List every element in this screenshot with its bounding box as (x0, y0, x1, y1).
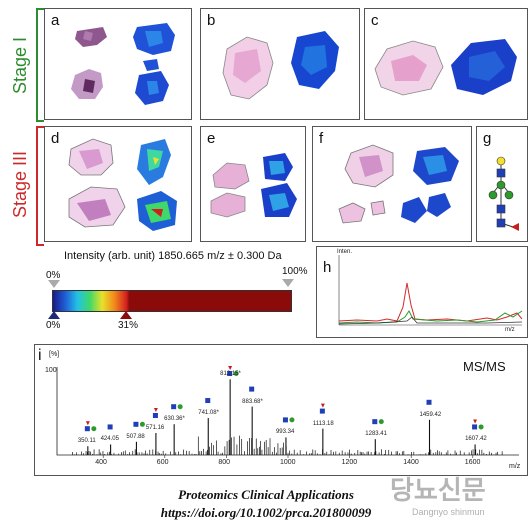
msms-y-unit: [%] (49, 351, 60, 358)
msms-x-unit: m/z (509, 463, 521, 470)
panel-f-label: f (319, 130, 324, 147)
colorbar-bottom-31-marker (120, 311, 132, 319)
msms-peak-label: 630.36* (164, 416, 185, 423)
panel-c-tissue-image (374, 39, 517, 96)
journal-name: Proteomics Clinical Applications (178, 487, 354, 502)
msms-glycan-glyph (205, 398, 211, 404)
msms-peak-label: 741.08* (198, 410, 219, 417)
panel-i: i MS/MS [%] 100 m/z 400 600 800 1000 1200 140… (34, 344, 528, 476)
msms-peak-label: 1283.41 (365, 431, 387, 438)
msms-peak-label: 993.34 (275, 429, 295, 436)
panel-c-label: c (371, 12, 379, 29)
panel-e: e (200, 126, 306, 242)
msms-peak-label: 1607.42 (465, 436, 487, 443)
stage-iii-label: Stage III (10, 150, 30, 218)
msms-x-tick-label: 1400 (403, 459, 419, 466)
watermark-title: 당뇨신문 (390, 476, 486, 506)
colorbar-right-top-marker (282, 279, 294, 287)
msms-glycan-glyph (107, 424, 113, 430)
msms-peak-label: 883.68* (242, 398, 263, 405)
msms-x-tick-label: 600 (156, 459, 169, 466)
msms-x-tick-label: 1000 (280, 459, 296, 466)
msms-x-tick-label: 1200 (341, 459, 358, 466)
msms-glycan-glyph (227, 366, 239, 376)
msms-peak-label: 812.15* (220, 371, 241, 378)
panel-h-x-label: m/z (505, 327, 515, 333)
colorbar-bottom-marker-pct: 31% (118, 320, 139, 331)
msms-glycan-glyph (472, 419, 484, 430)
msms-y-max: 100 (45, 367, 57, 374)
colorbar-bottom-left-marker (48, 311, 60, 319)
panel-g: g (476, 126, 528, 242)
panel-d-label: d (51, 130, 60, 147)
msms-peak-label: 1113.18 (312, 420, 334, 427)
msms-x-tick-label: 400 (95, 459, 107, 466)
colorbar-bottom-left-pct: 0% (46, 320, 61, 331)
panel-e-tissue-image (210, 153, 297, 218)
msms-glycan-glyph (84, 421, 97, 432)
msms-glycan-glyph (171, 404, 183, 410)
msms-peak-label: 350.11 (77, 438, 96, 445)
msms-peak-label: 507.88 (126, 433, 145, 440)
colorbar-left-pct: 0% (46, 270, 61, 281)
panel-f: f (312, 126, 472, 242)
panel-h-spectrum (338, 255, 523, 326)
msms-x-tick-label: 800 (218, 459, 231, 466)
msms-peak-label: 424.05 (100, 436, 119, 443)
panel-a: a (44, 8, 192, 120)
msms-glycan-glyph (319, 403, 325, 414)
doi-link[interactable]: https://doi.org/10.1002/prca.201800099 (160, 505, 372, 520)
stage-i-label: Stage I (10, 36, 30, 94)
msms-glycan-glyph (152, 408, 158, 418)
panel-a-label: a (51, 12, 60, 29)
colorbar-right-pct: 100% (282, 266, 308, 277)
msms-glycan-glyph (133, 421, 145, 427)
panel-b-tissue-image (222, 31, 339, 100)
msms-glycan-glyph (249, 386, 255, 392)
panel-c: c (364, 8, 528, 120)
panel-h: h Inten. m/z (316, 246, 528, 338)
panel-h-y-label: Inten. (337, 249, 353, 255)
watermark-subtitle: Dangnyo shinmun (412, 507, 485, 517)
panel-e-label: e (207, 130, 216, 147)
panel-d-tissue-image (68, 138, 177, 231)
colorbar-title: Intensity (arb. unit) 1850.665 m/z ± 0.3… (64, 250, 282, 262)
panel-g-label: g (483, 130, 492, 147)
stage-i-bracket (36, 8, 44, 122)
panel-b-label: b (207, 12, 216, 29)
panel-a-tissue-image (71, 23, 175, 105)
msms-x-tick-label: 1600 (464, 459, 481, 466)
msms-glycan-glyph (426, 399, 432, 405)
panel-i-label: i (38, 347, 42, 364)
panel-h-label: h (323, 259, 332, 276)
colorbar-gradient (52, 290, 292, 312)
msms-spectrum (56, 366, 519, 458)
msms-glycan-glyph (372, 419, 384, 425)
panel-g-glycan-structure (488, 156, 519, 231)
msms-title: MS/MS (463, 359, 506, 374)
msms-glycan-glyph (282, 417, 295, 423)
colorbar-left-top-marker (48, 280, 60, 288)
msms-peak-label: 571.16 (145, 425, 165, 431)
msms-peak-labels: 350.11 424.05 507.88 571.16 630.36* 741.08* 81… (35, 345, 527, 475)
panel-d: d (44, 126, 192, 242)
panel-b: b (200, 8, 360, 120)
stage-iii-bracket (36, 126, 44, 246)
msms-x-axis: 400 600 800 1000 1200 1400 1600 (35, 345, 527, 475)
msms-peak-label: 1459.42 (419, 411, 442, 418)
panel-f-tissue-image (338, 144, 459, 224)
